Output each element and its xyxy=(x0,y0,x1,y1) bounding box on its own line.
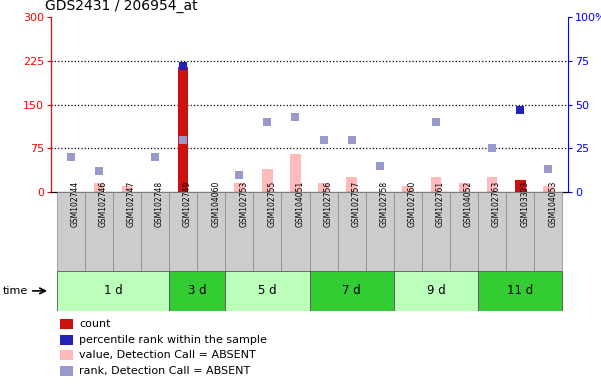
Bar xyxy=(478,192,506,271)
Bar xyxy=(478,271,563,311)
Text: GSM102761: GSM102761 xyxy=(436,181,445,227)
Bar xyxy=(225,271,310,311)
Point xyxy=(263,119,272,125)
Text: value, Detection Call = ABSENT: value, Detection Call = ABSENT xyxy=(79,350,256,360)
Text: GSM102748: GSM102748 xyxy=(155,181,164,227)
Text: GSM102755: GSM102755 xyxy=(267,181,276,227)
Point xyxy=(178,63,188,69)
Text: GSM102746: GSM102746 xyxy=(99,181,108,227)
Bar xyxy=(169,192,197,271)
Bar xyxy=(422,192,450,271)
Text: GSM102760: GSM102760 xyxy=(408,181,417,227)
Text: GSM102757: GSM102757 xyxy=(352,181,361,227)
Point xyxy=(319,137,328,143)
Bar xyxy=(310,192,338,271)
Bar xyxy=(515,180,525,192)
Text: GSM104052: GSM104052 xyxy=(464,181,473,227)
Text: GSM104053: GSM104053 xyxy=(548,180,557,227)
Bar xyxy=(281,192,310,271)
Text: GSM104051: GSM104051 xyxy=(296,181,305,227)
Text: 11 d: 11 d xyxy=(507,285,533,297)
Point xyxy=(66,154,76,160)
Bar xyxy=(113,192,141,271)
Point xyxy=(178,137,188,143)
Text: GSM102747: GSM102747 xyxy=(127,181,136,227)
Bar xyxy=(197,192,225,271)
Bar xyxy=(262,169,273,192)
Point xyxy=(150,154,160,160)
Bar xyxy=(394,271,478,311)
Text: GSM103323: GSM103323 xyxy=(520,181,529,227)
Bar xyxy=(506,192,534,271)
Bar xyxy=(450,192,478,271)
Bar xyxy=(169,271,225,311)
Text: GSM102749: GSM102749 xyxy=(183,181,192,227)
Bar xyxy=(459,183,469,192)
Point xyxy=(94,168,103,174)
Bar xyxy=(94,183,104,192)
Text: GSM102753: GSM102753 xyxy=(239,181,248,227)
Bar xyxy=(56,271,169,311)
Bar xyxy=(234,183,245,192)
Bar xyxy=(290,154,301,192)
Bar xyxy=(543,186,554,192)
Point xyxy=(291,114,300,120)
Text: percentile rank within the sample: percentile rank within the sample xyxy=(79,335,267,345)
Point xyxy=(516,107,525,113)
Bar xyxy=(403,186,413,192)
Bar xyxy=(141,192,169,271)
Bar xyxy=(487,177,498,192)
Bar xyxy=(254,192,281,271)
Text: 1 d: 1 d xyxy=(103,285,122,297)
Text: GSM102756: GSM102756 xyxy=(323,181,332,227)
Text: GSM104060: GSM104060 xyxy=(211,180,220,227)
Text: GDS2431 / 206954_at: GDS2431 / 206954_at xyxy=(45,0,198,13)
Point xyxy=(347,137,356,143)
Bar xyxy=(56,192,85,271)
Text: 3 d: 3 d xyxy=(188,285,207,297)
Bar xyxy=(225,192,254,271)
Text: count: count xyxy=(79,319,111,329)
Point xyxy=(543,166,553,172)
Point xyxy=(234,172,244,178)
Point xyxy=(487,145,497,151)
Text: GSM102758: GSM102758 xyxy=(380,181,389,227)
Bar xyxy=(121,186,132,192)
Bar xyxy=(85,192,113,271)
Bar xyxy=(178,67,189,192)
Text: GSM102744: GSM102744 xyxy=(71,181,80,227)
Bar xyxy=(430,177,441,192)
Text: 7 d: 7 d xyxy=(343,285,361,297)
Point xyxy=(375,163,385,169)
Bar xyxy=(394,192,422,271)
Text: time: time xyxy=(3,286,28,296)
Text: 9 d: 9 d xyxy=(427,285,445,297)
Bar xyxy=(310,271,394,311)
Bar xyxy=(346,177,357,192)
Text: GSM102763: GSM102763 xyxy=(492,181,501,227)
Bar xyxy=(365,192,394,271)
Text: rank, Detection Call = ABSENT: rank, Detection Call = ABSENT xyxy=(79,366,251,376)
Bar xyxy=(318,183,329,192)
Bar xyxy=(338,192,365,271)
Text: 5 d: 5 d xyxy=(258,285,276,297)
Point xyxy=(431,119,441,125)
Bar xyxy=(534,192,563,271)
